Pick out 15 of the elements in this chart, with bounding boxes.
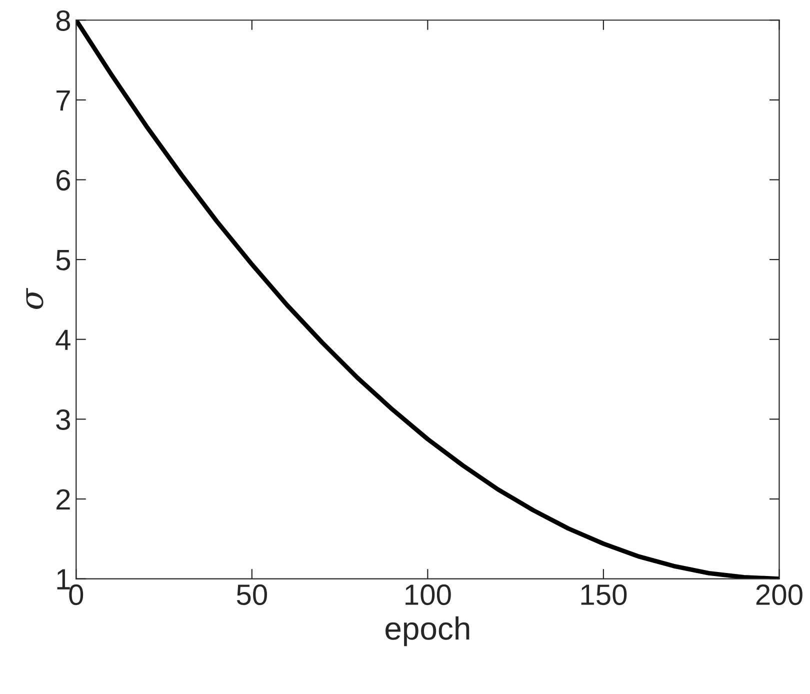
- y-axis-title: σ: [26, 288, 44, 309]
- x-tick-label: 50: [236, 584, 267, 606]
- x-axis-title: epoch: [386, 616, 470, 646]
- y-tick-label: 1: [57, 569, 70, 590]
- x-tick-label: 200: [756, 584, 802, 606]
- x-tick-label: 100: [406, 584, 451, 606]
- y-tick-label: 5: [56, 250, 70, 270]
- x-tick-label: 150: [581, 584, 627, 606]
- y-tick-label: 3: [56, 409, 70, 430]
- y-tick-label: 8: [56, 10, 70, 31]
- y-tick-label: 7: [56, 90, 70, 111]
- y-tick-label: 2: [56, 489, 70, 510]
- x-tick-label: 0: [69, 584, 84, 606]
- y-tick-label: 6: [56, 170, 70, 191]
- y-tick-label: 4: [56, 330, 70, 350]
